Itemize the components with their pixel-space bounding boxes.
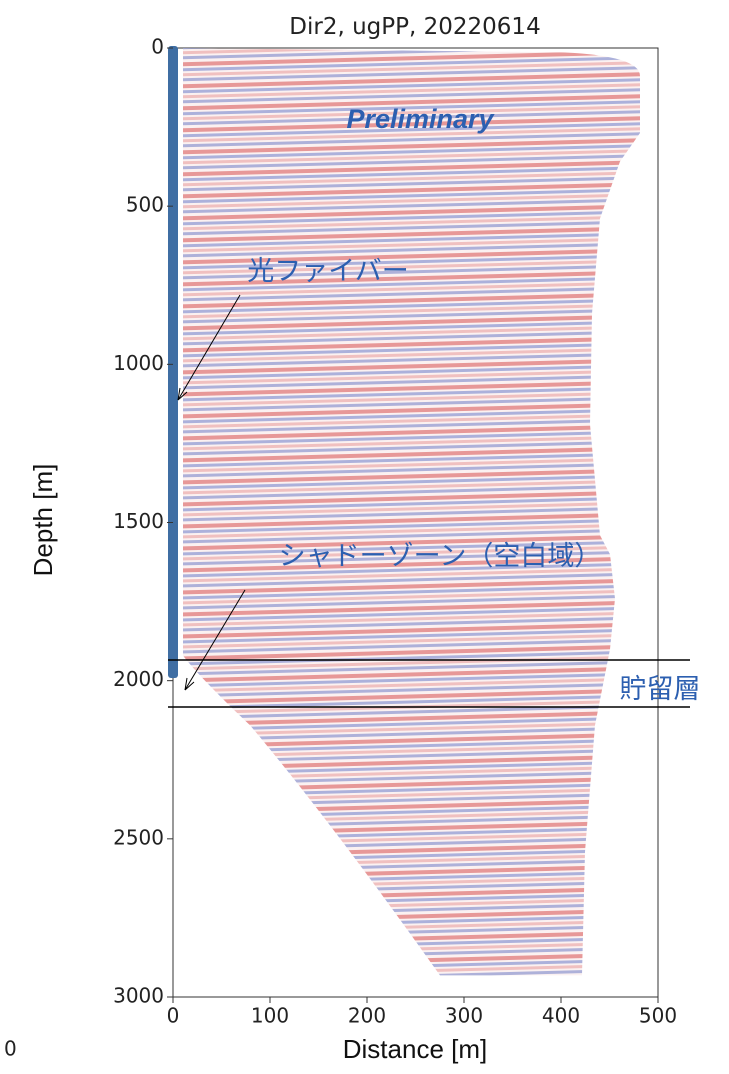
y-tick-label: 500 bbox=[126, 193, 164, 217]
x-tick-label: 100 bbox=[251, 1004, 289, 1028]
x-tick-label: 300 bbox=[445, 1004, 483, 1028]
annotation: Preliminary bbox=[346, 104, 495, 134]
y-tick-label: 2500 bbox=[113, 825, 164, 849]
annotation: 貯留層 bbox=[620, 674, 701, 704]
y-tick-label: 3000 bbox=[113, 984, 164, 1008]
annotation: 光ファイバー bbox=[247, 256, 408, 286]
y-tick-label: 1500 bbox=[113, 509, 164, 533]
y-tick-label: 1000 bbox=[113, 351, 164, 375]
label-fragment: 0 bbox=[4, 1037, 17, 1061]
x-tick-label: 200 bbox=[348, 1004, 386, 1028]
x-axis-label: Distance [m] bbox=[343, 1034, 488, 1064]
x-tick-label: 0 bbox=[167, 1004, 180, 1028]
chart: Dir2, ugPP, 20220614 Distance [m] Depth … bbox=[0, 0, 729, 1074]
y-axis-label: Depth [m] bbox=[28, 464, 58, 577]
y-tick-label: 2000 bbox=[113, 667, 164, 691]
y-tick-label: 0 bbox=[151, 35, 164, 59]
fiber-bar bbox=[168, 46, 178, 678]
x-tick-label: 500 bbox=[639, 1004, 677, 1028]
chart-title: Dir2, ugPP, 20220614 bbox=[289, 14, 540, 40]
annotation: シャドーゾーン（空白域） bbox=[279, 541, 602, 571]
x-tick-label: 400 bbox=[542, 1004, 580, 1028]
